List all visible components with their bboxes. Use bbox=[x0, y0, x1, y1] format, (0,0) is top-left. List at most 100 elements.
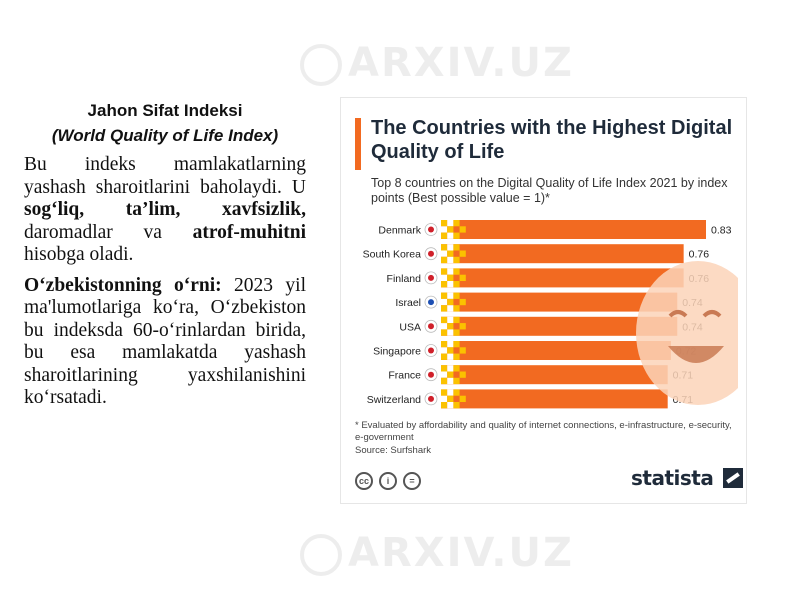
bar-pixel-israel bbox=[453, 292, 460, 299]
bar-usa bbox=[441, 316, 678, 336]
para1-bold: sog‘liq, ta’lim, xavfsizlik, bbox=[24, 199, 306, 220]
bar-pixel-finland bbox=[453, 268, 460, 275]
bar-pixel-israel bbox=[447, 292, 454, 299]
no-derivatives-icon: = bbox=[403, 472, 421, 490]
bar-pixel-france bbox=[441, 377, 448, 385]
watermark-bottom: ARXIV.UZ bbox=[300, 530, 574, 576]
bar-pixel-singapore bbox=[447, 353, 454, 360]
section-heading: Jahon Sifat Indeksi (World Quality of Li… bbox=[24, 98, 306, 148]
finland-flag-icon-center bbox=[428, 274, 434, 281]
bar-pixel-singapore bbox=[441, 347, 448, 354]
bar-pixel-singapore bbox=[441, 341, 448, 348]
attribution-icon: i bbox=[379, 472, 397, 490]
bar-pixel-usa bbox=[453, 329, 460, 336]
para1-bold2: atrof-muhitni bbox=[192, 221, 306, 243]
bar-switzerland bbox=[441, 389, 668, 409]
singapore-flag-icon-center bbox=[428, 347, 434, 354]
bar-pixel-denmark bbox=[441, 220, 448, 227]
bar-pixel-finland bbox=[459, 274, 466, 281]
bar-pixel-south-korea bbox=[447, 244, 454, 251]
bar-pixel-south-korea bbox=[441, 250, 448, 257]
value-label-south-korea: 0.76 bbox=[689, 249, 710, 261]
switzerland-flag-icon-center bbox=[428, 395, 434, 402]
bar-pixel-switzerland bbox=[447, 389, 454, 396]
bar-singapore bbox=[441, 341, 671, 360]
category-label-south-korea: South Korea bbox=[363, 249, 422, 261]
uzbekistan-paragraph: O‘zbekistonning o‘rni: 2023 yil ma'lumot… bbox=[24, 275, 306, 410]
bar-pixel-denmark bbox=[447, 226, 454, 233]
bar-pixel-singapore bbox=[459, 347, 466, 354]
france-flag-icon-center bbox=[428, 371, 434, 378]
bar-pixel-switzerland bbox=[459, 395, 466, 402]
bar-pixel-south-korea bbox=[441, 256, 448, 264]
bar-pixel-france bbox=[453, 365, 460, 372]
bar-pixel-usa bbox=[447, 329, 454, 336]
israel-flag-icon-center bbox=[428, 299, 434, 306]
bar-pixel-finland bbox=[441, 274, 448, 281]
bar-pixel-france bbox=[447, 377, 454, 385]
category-label-switzerland: Switzerland bbox=[367, 394, 421, 406]
bar-pixel-finland bbox=[441, 281, 448, 288]
bar-pixel-finland bbox=[447, 274, 454, 281]
bar-pixel-denmark bbox=[453, 232, 460, 239]
bar-pixel-denmark bbox=[447, 220, 454, 227]
usa-flag-icon-center bbox=[428, 323, 434, 330]
bar-pixel-usa bbox=[441, 329, 448, 336]
bar-pixel-israel bbox=[441, 292, 448, 299]
bar-pixel-usa bbox=[447, 316, 454, 324]
bar-pixel-switzerland bbox=[441, 395, 448, 402]
category-label-france: France bbox=[388, 370, 421, 382]
bar-pixel-finland bbox=[447, 281, 454, 288]
para2-bold: O‘zbekistonning o‘rni: bbox=[24, 274, 222, 296]
statista-logo: statista bbox=[631, 466, 714, 490]
bar-pixel-switzerland bbox=[447, 395, 454, 402]
para1-post: hisobga oladi. bbox=[24, 244, 134, 265]
description-paragraph: Bu indeks mamlakatlarning yashash sharoi… bbox=[24, 154, 306, 267]
bar-pixel-singapore bbox=[447, 341, 454, 348]
bar-pixel-singapore bbox=[453, 341, 460, 348]
category-label-finland: Finland bbox=[387, 273, 422, 285]
bar-pixel-finland bbox=[447, 268, 454, 275]
heading-line1: Jahon Sifat Indeksi bbox=[87, 101, 243, 120]
bar-pixel-usa bbox=[453, 316, 460, 324]
bar-pixel-denmark bbox=[459, 226, 466, 233]
bar-pixel-switzerland bbox=[453, 402, 460, 409]
cc-license-icon: cc bbox=[355, 472, 373, 490]
bar-pixel-france bbox=[441, 371, 448, 378]
bar-pixel-israel bbox=[441, 305, 448, 312]
bar-pixel-finland bbox=[441, 268, 448, 275]
bar-pixel-south-korea bbox=[459, 250, 466, 257]
bar-pixel-denmark bbox=[441, 226, 448, 233]
bar-pixel-usa bbox=[459, 323, 466, 330]
heading-line2: (World Quality of Life Index) bbox=[51, 126, 279, 145]
category-label-usa: USA bbox=[399, 321, 421, 333]
text-column: Jahon Sifat Indeksi (World Quality of Li… bbox=[24, 98, 306, 418]
bar-pixel-switzerland bbox=[447, 402, 454, 409]
bar-pixel-denmark bbox=[441, 232, 448, 239]
south-korea-flag-icon-center bbox=[428, 250, 434, 257]
statista-logo-mark bbox=[723, 468, 743, 488]
bar-pixel-france bbox=[453, 377, 460, 385]
bar-pixel-south-korea bbox=[453, 244, 460, 251]
bar-denmark bbox=[441, 220, 706, 239]
bar-pixel-singapore bbox=[453, 353, 460, 360]
bar-israel bbox=[441, 292, 678, 312]
bar-pixel-usa bbox=[441, 316, 448, 324]
chart-source: Source: Surfshark bbox=[355, 445, 432, 456]
category-label-singapore: Singapore bbox=[373, 346, 421, 358]
bar-pixel-israel bbox=[441, 298, 448, 306]
bar-pixel-israel bbox=[453, 305, 460, 312]
bar-pixel-usa bbox=[441, 323, 448, 330]
bar-pixel-switzerland bbox=[441, 389, 448, 396]
bar-pixel-south-korea bbox=[447, 256, 454, 264]
bar-pixel-israel bbox=[447, 298, 454, 306]
bar-pixel-israel bbox=[459, 298, 466, 306]
chart-title: The Countries with the Highest Digital Q… bbox=[371, 117, 733, 163]
bar-pixel-denmark bbox=[447, 232, 454, 239]
para1-pre: Bu indeks mamlakatlarning yashash sharoi… bbox=[24, 154, 306, 198]
watermark-top: ARXIV.UZ bbox=[300, 40, 574, 86]
bar-pixel-finland bbox=[453, 281, 460, 288]
bar-pixel-france bbox=[447, 371, 454, 378]
bar-pixel-switzerland bbox=[453, 389, 460, 396]
